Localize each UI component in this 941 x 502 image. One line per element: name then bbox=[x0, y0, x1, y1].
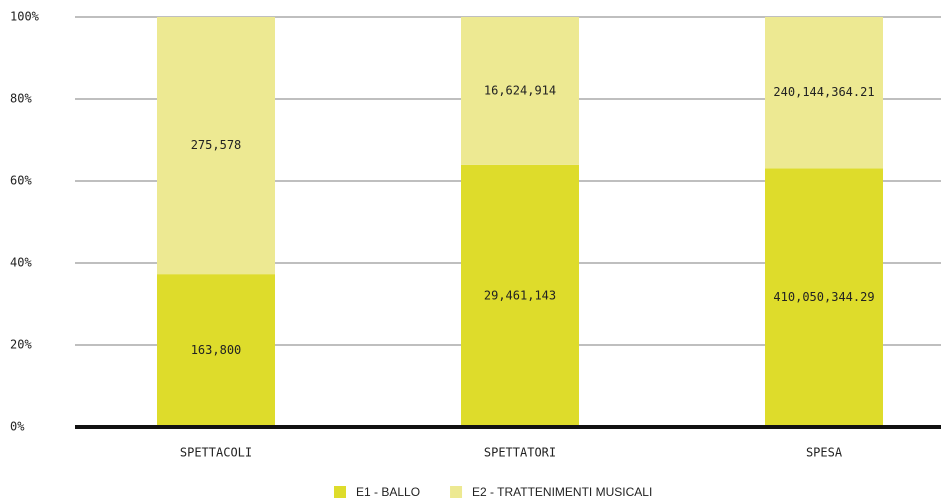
y-tick-label: 60% bbox=[10, 174, 32, 188]
y-tick-label: 40% bbox=[10, 256, 32, 270]
legend-swatch bbox=[334, 486, 346, 498]
x-tick-label: SPESA bbox=[806, 446, 843, 460]
y-tick-label: 100% bbox=[10, 10, 40, 24]
y-tick-label: 20% bbox=[10, 338, 32, 352]
bar-segment bbox=[765, 17, 883, 169]
y-tick-label: 0% bbox=[10, 420, 25, 434]
x-tick-label: SPETTATORI bbox=[484, 446, 556, 460]
y-tick-label: 80% bbox=[10, 92, 32, 106]
data-label: 410,050,344.29 bbox=[773, 290, 874, 304]
legend-label: E1 - BALLO bbox=[356, 485, 420, 499]
legend-swatch bbox=[450, 486, 463, 498]
data-label: 16,624,914 bbox=[484, 83, 556, 97]
bar-segment bbox=[461, 17, 579, 165]
data-label: 163,800 bbox=[191, 343, 242, 357]
bar-segment bbox=[461, 164, 579, 427]
bar-segment bbox=[157, 274, 275, 427]
data-label: 275,578 bbox=[191, 138, 242, 152]
x-tick-label: SPETTACOLI bbox=[180, 446, 252, 460]
data-label: 29,461,143 bbox=[484, 288, 556, 302]
bar-segment bbox=[765, 168, 883, 428]
bar-segment bbox=[157, 17, 275, 275]
data-label: 240,144,364.21 bbox=[773, 85, 874, 99]
legend-label: E2 - TRATTENIMENTI MUSICALI bbox=[472, 485, 652, 499]
